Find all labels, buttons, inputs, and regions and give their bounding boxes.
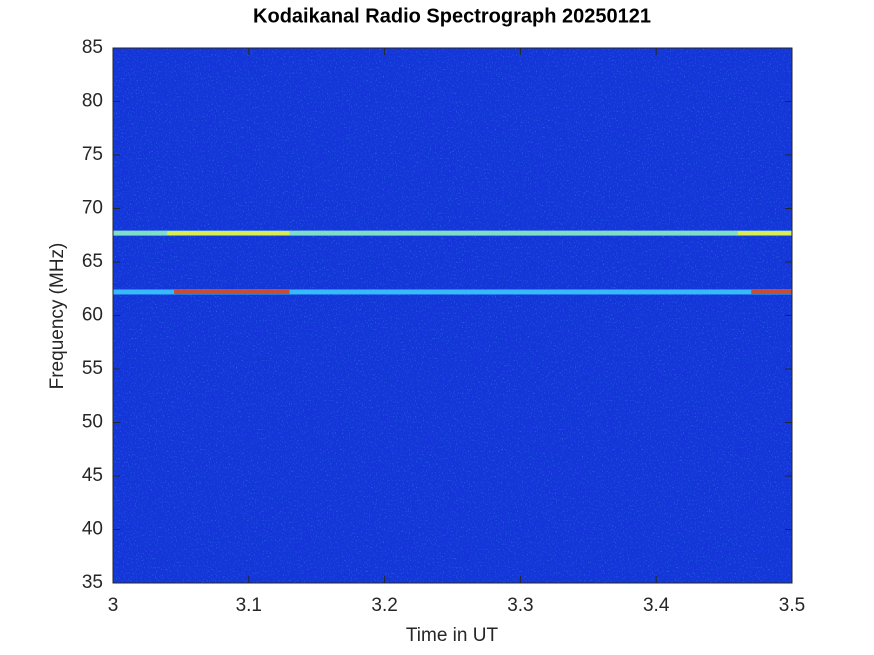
spectrogram-noise [113,48,792,583]
y-tick-label: 80 [82,91,103,112]
x-tick-label: 3.4 [643,595,670,616]
emission-hot-segment [751,289,792,294]
y-tick-label: 35 [82,572,103,593]
y-tick-label: 75 [82,144,103,165]
y-tick-label: 70 [82,198,103,219]
y-tick-label: 65 [82,251,103,272]
y-tick-label: 85 [82,37,103,58]
y-tick-label: 60 [82,305,103,326]
emission-hot-segment [737,231,792,236]
emission-line [113,230,792,236]
x-tick-label: 3.1 [236,595,262,616]
emission-hot-segment [167,231,290,236]
y-tick-label: 55 [82,358,103,379]
x-tick-label: 3.2 [371,595,397,616]
chart-title: Kodaikanal Radio Spectrograph 20250121 [253,5,651,27]
x-axis-label: Time in UT [406,625,499,646]
x-tick-label: 3.3 [507,595,533,616]
y-axis-label: Frequency (MHz) [47,243,68,390]
y-tick-label: 45 [82,465,103,486]
emission-line [113,289,792,295]
x-tick-label: 3 [108,595,119,616]
x-tick-label: 3.5 [779,595,805,616]
y-tick-label: 50 [82,412,103,433]
y-tick-label: 40 [82,519,103,540]
emission-hot-segment [174,289,290,294]
